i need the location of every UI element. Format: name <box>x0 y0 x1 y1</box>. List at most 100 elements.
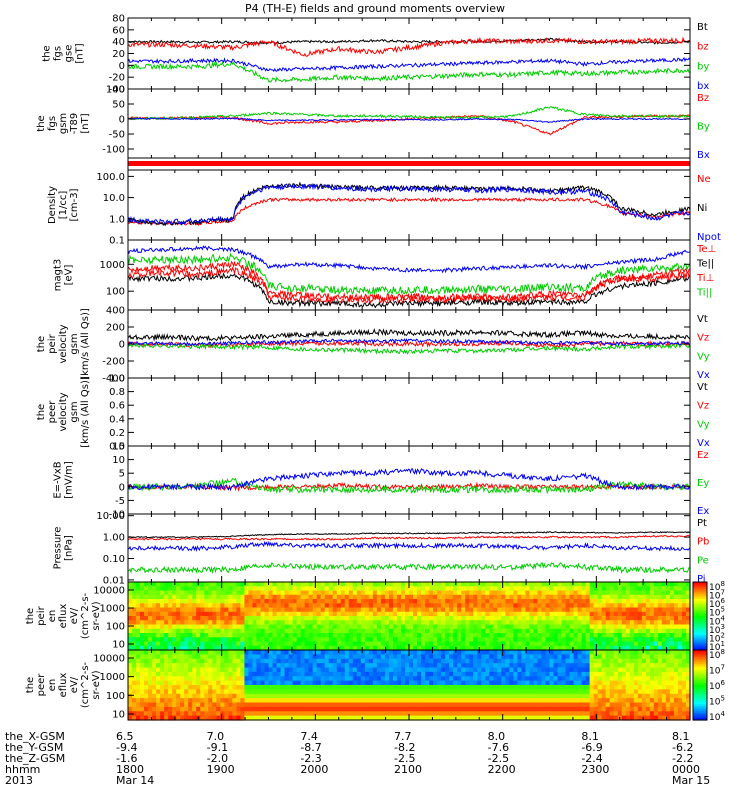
legend-entry: Vz <box>697 401 709 412</box>
y-tick-label: 100 <box>106 691 125 702</box>
y-axis-label: the peir velocity gsm [km/s (All Qs)] <box>36 308 91 380</box>
footer-value: -9.4 <box>116 741 138 754</box>
panel-frame <box>127 445 691 515</box>
footer-value: -2.2 <box>672 752 694 765</box>
legend-entry: By <box>697 122 710 133</box>
y-label-line: the <box>25 608 36 624</box>
footer-row-label: hhmm <box>5 763 41 776</box>
y-tick-label: 0.4 <box>109 414 125 425</box>
footer-value: 7.0 <box>206 730 225 743</box>
y-tick-label: 1000 <box>100 604 125 615</box>
y-tick-label: 10 <box>112 640 125 651</box>
series-line <box>127 245 691 274</box>
legend-entry: Vy <box>697 351 710 362</box>
footer-value: 8.1 <box>672 730 690 743</box>
y-axis-label: magt3 [eV] <box>53 259 75 292</box>
series-line <box>127 468 691 492</box>
legend-entry: Ne <box>697 174 711 185</box>
series-line <box>127 182 691 226</box>
series-line <box>127 477 691 495</box>
footer-value: Mar 15 <box>672 774 711 787</box>
footer-value: 2300 <box>581 763 610 776</box>
y-label-line: sr-eV) <box>91 601 102 630</box>
y-tick-label: 100.0 <box>96 172 125 183</box>
series-line <box>127 117 691 124</box>
y-tick-label: -50 <box>109 130 125 141</box>
y-tick-label: -40 <box>109 85 125 96</box>
y-axis-label: the peer en eflux eV/(cm^2-s-sr-eV) <box>25 661 102 708</box>
y-label-line: peer <box>47 400 58 424</box>
y-label-line: [nT] <box>75 43 86 63</box>
legend-entry: Ex <box>697 506 709 517</box>
y-tick-label: 20 <box>112 49 125 60</box>
footer-value: 7.4 <box>300 730 318 743</box>
legend-entry: Bt <box>697 22 708 33</box>
legend-entry: Ti|| <box>696 288 712 299</box>
footer-row-label: the_X-GSM <box>5 730 65 743</box>
y-tick-label: 0 <box>119 340 125 351</box>
y-label-line: velocity <box>58 392 69 431</box>
series-line <box>127 328 691 342</box>
y-axis-label: Density [1/cc] [cm-3] <box>47 186 80 224</box>
footer-value: -7.6 <box>487 741 510 754</box>
series-line <box>127 106 691 121</box>
y-tick-label: 10.0 <box>103 193 125 204</box>
y-tick-label: 50 <box>112 100 125 111</box>
y-tick-label: 100 <box>106 287 125 298</box>
legend-entry: Pt <box>697 518 707 529</box>
footer-value: -6.9 <box>581 741 603 754</box>
y-tick-label: 1.00 <box>103 533 125 544</box>
y-tick-label: 15 <box>112 442 125 453</box>
y-tick-label: 1000 <box>100 672 125 683</box>
y-label-line: en <box>47 610 58 623</box>
series-line <box>127 530 691 539</box>
series-line <box>127 57 691 73</box>
y-label-line: (cm^2-s- <box>80 592 91 639</box>
y-label-line: [km/s (All Qs)] <box>80 308 91 380</box>
y-label-line: eV/ <box>69 607 80 624</box>
footer-value: 8.1 <box>581 730 599 743</box>
y-tick-label: -100 <box>102 145 125 156</box>
y-label-line: the <box>36 336 47 352</box>
y-tick-label: 0 <box>119 115 125 126</box>
spectrogram <box>128 650 691 721</box>
legend-entry: Bz <box>697 93 709 104</box>
y-tick-label: 10 <box>112 710 125 721</box>
y-label-line: (cm^2-s- <box>80 661 91 708</box>
footer-value: -1.6 <box>116 752 138 765</box>
y-tick-label: 0.2 <box>109 428 125 439</box>
legend-entry: bz <box>697 42 709 53</box>
y-label-line: gsm <box>69 333 80 354</box>
footer-value: -2.4 <box>581 752 603 765</box>
y-tick-label: -5 <box>115 496 125 507</box>
y-label-line: sr-eV) <box>91 670 102 699</box>
footer-value: -8.2 <box>394 741 416 754</box>
legend-entry: Pi <box>697 574 706 585</box>
y-tick-label: 0.0 <box>109 442 125 453</box>
footer-value: Mar 14 <box>116 774 155 787</box>
y-tick-label: -200 <box>102 357 125 368</box>
y-label-line: peir <box>36 605 47 625</box>
series-line <box>127 266 691 303</box>
series-line <box>127 540 691 552</box>
series-line <box>127 114 691 136</box>
y-label-line: [nPa] <box>64 535 75 561</box>
y-label-line: eflux <box>58 604 69 629</box>
y-axis-label: the fgs gse [nT] <box>42 43 86 63</box>
y-tick-label: -10 <box>109 510 125 521</box>
y-tick-label: 0 <box>119 482 125 493</box>
y-label-line: -T89 <box>69 113 80 135</box>
legend-entry: Vz <box>697 333 709 344</box>
y-tick-label: 100 <box>106 85 125 96</box>
legend-entry: Vx <box>697 370 710 381</box>
legend-entry: Bx <box>697 150 710 161</box>
y-label-line: magt3 <box>53 259 64 292</box>
panel-frame <box>127 17 691 90</box>
y-axis-label: Pressure [nPa] <box>53 527 75 570</box>
y-tick-label: 0.10 <box>103 554 125 565</box>
y-label-line: [nT] <box>80 113 91 133</box>
legend-entry: bx <box>697 81 709 92</box>
y-label-line: peer <box>36 673 47 697</box>
